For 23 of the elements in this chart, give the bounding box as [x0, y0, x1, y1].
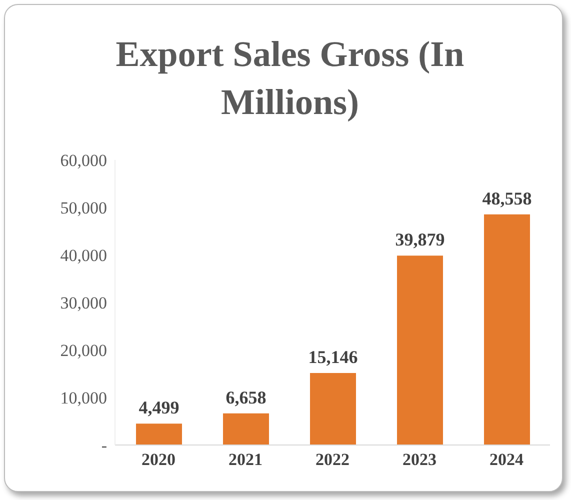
data-label: 4,499	[138, 398, 180, 418]
x-tick-label: 2020	[142, 450, 176, 470]
x-tick-label: 2023	[402, 450, 436, 470]
x-tick-label: 2022	[316, 450, 350, 470]
x-tick-label: 2021	[228, 450, 262, 470]
y-tick-label: 60,000	[60, 151, 107, 170]
bar	[484, 214, 530, 445]
chart-title: Export Sales Gross (In Millions)	[114, 33, 466, 124]
data-label: 6,658	[226, 387, 266, 408]
bar	[223, 413, 269, 445]
y-tick-label: 40,000	[60, 246, 107, 266]
bar	[136, 424, 182, 445]
y-tick-label: 10,000	[60, 388, 107, 408]
bar	[397, 256, 443, 445]
y-tick-label: 20,000	[60, 341, 107, 360]
y-tick-label: 50,000	[60, 198, 107, 218]
data-label: 15,146	[308, 347, 358, 368]
data-label: 39,879	[395, 230, 445, 250]
data-label: 48,558	[482, 188, 532, 208]
y-tick-label: 30,000	[60, 294, 107, 313]
x-tick-label: 2024	[490, 450, 524, 470]
bar	[310, 373, 356, 445]
y-tick-label: -	[101, 436, 108, 456]
